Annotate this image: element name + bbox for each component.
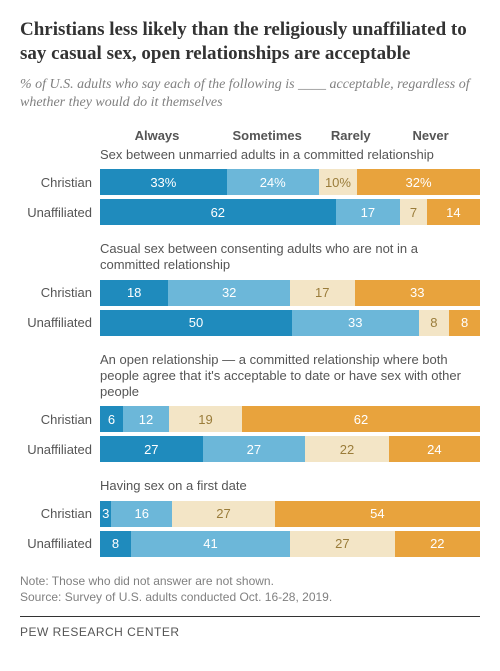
bar-segment: 10% [319,169,357,195]
chart-subtitle: % of U.S. adults who say each of the fol… [20,76,480,112]
bar-segment: 22 [305,436,389,462]
group-title: Sex between unmarried adults in a commit… [100,147,480,163]
source-line: Source: Survey of U.S. adults conducted … [20,589,480,606]
row-label: Christian [20,506,100,521]
bar-segment: 32% [357,169,480,195]
bar-segment: 7 [400,199,427,225]
bar-segment: 50 [100,310,292,336]
chart-title: Christians less likely than the religiou… [20,18,480,66]
bar-segment: 17 [290,280,355,306]
bar-segment: 8 [100,531,131,557]
group-title: An open relationship — a committed relat… [100,352,480,401]
footer-attribution: PEW RESEARCH CENTER [20,625,480,639]
bar-row: Christian3162754 [20,501,480,527]
bar-row: Unaffiliated8412722 [20,531,480,557]
row-label: Christian [20,175,100,190]
bar-segment: 16 [111,501,172,527]
bar-segment: 27 [290,531,395,557]
bar-track: 6121962 [100,406,480,432]
bar-segment: 32 [168,280,290,306]
bar-segment: 17 [336,199,401,225]
chart-notes: Note: Those who did not answer are not s… [20,573,480,618]
bar-segment: 27 [172,501,275,527]
legend-always: Always [100,128,214,143]
bar-row: Christian18321733 [20,280,480,306]
bar-track: 18321733 [100,280,480,306]
group-title: Having sex on a first date [100,478,480,494]
row-label: Unaffiliated [20,315,100,330]
chart-group: Having sex on a first dateChristian31627… [20,478,480,556]
bar-row: Unaffiliated6217714 [20,199,480,225]
bar-segment: 14 [427,199,480,225]
bar-track: 27272224 [100,436,480,462]
bar-segment: 8 [449,310,480,336]
chart-body: Sex between unmarried adults in a commit… [20,147,480,557]
legend: Always Sometimes Rarely Never [100,128,480,143]
bar-segment: 27 [100,436,203,462]
chart-group: Casual sex between consenting adults who… [20,241,480,336]
bar-segment: 24% [227,169,319,195]
legend-rarely: Rarely [320,128,381,143]
bar-track: 33%24%10%32% [100,169,480,195]
bar-row: Christian33%24%10%32% [20,169,480,195]
bar-segment: 33 [355,280,480,306]
row-label: Christian [20,285,100,300]
bar-segment: 33% [100,169,227,195]
bar-track: 8412722 [100,531,480,557]
bar-track: 503388 [100,310,480,336]
bar-segment: 22 [395,531,480,557]
bar-segment: 24 [389,436,480,462]
bar-segment: 8 [419,310,450,336]
bar-segment: 41 [131,531,290,557]
bar-segment: 6 [100,406,123,432]
legend-never: Never [381,128,480,143]
bar-segment: 54 [275,501,480,527]
group-title: Casual sex between consenting adults who… [100,241,480,274]
chart-group: Sex between unmarried adults in a commit… [20,147,480,225]
bar-row: Christian6121962 [20,406,480,432]
bar-segment: 19 [169,406,242,432]
bar-segment: 3 [100,501,111,527]
bar-row: Unaffiliated503388 [20,310,480,336]
bar-segment: 62 [100,199,336,225]
row-label: Unaffiliated [20,205,100,220]
bar-segment: 18 [100,280,168,306]
row-label: Unaffiliated [20,536,100,551]
bar-track: 6217714 [100,199,480,225]
bar-segment: 33 [292,310,419,336]
bar-segment: 62 [242,406,480,432]
row-label: Unaffiliated [20,442,100,457]
legend-sometimes: Sometimes [214,128,320,143]
note-line: Note: Those who did not answer are not s… [20,573,480,590]
chart-group: An open relationship — a committed relat… [20,352,480,463]
bar-row: Unaffiliated27272224 [20,436,480,462]
bar-segment: 12 [123,406,169,432]
bar-track: 3162754 [100,501,480,527]
row-label: Christian [20,412,100,427]
bar-segment: 27 [203,436,306,462]
